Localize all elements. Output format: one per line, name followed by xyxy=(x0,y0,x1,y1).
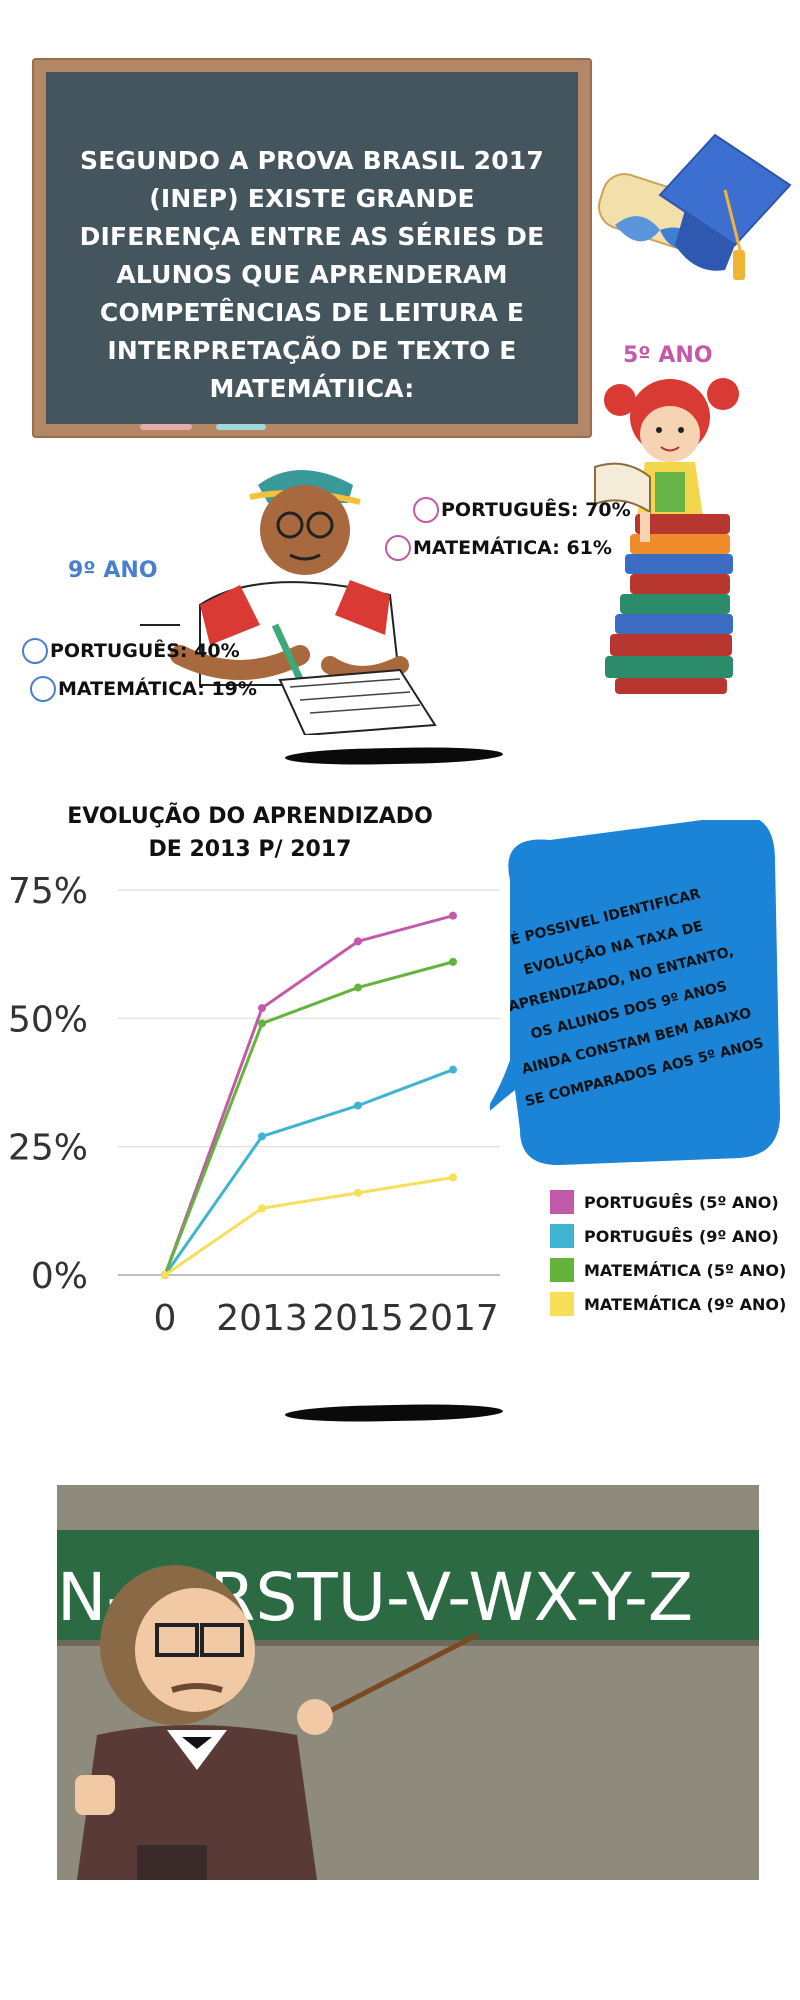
legend-item: MATEMÁTICA (5º ANO) xyxy=(550,1253,786,1287)
series-line xyxy=(163,1068,454,1276)
grade5-matematica-stat: MATEMÁTICA: 61% xyxy=(385,535,612,561)
legend-label: MATEMÁTICA (5º ANO) xyxy=(584,1260,787,1280)
grade9-matematica-stat: MATEMÁTICA: 19% xyxy=(30,676,257,702)
legend-swatch xyxy=(550,1258,574,1282)
legend-label: PORTUGUÊS (9º ANO) xyxy=(584,1226,779,1246)
grade5-portugues-stat: PORTUGUÊS: 70% xyxy=(413,497,631,523)
grade9-matematica-text: MATEMÁTICA: 19% xyxy=(58,678,257,700)
x-tick-label: 2017 xyxy=(407,1298,499,1339)
circle-icon xyxy=(22,638,48,664)
legend-swatch xyxy=(550,1292,574,1316)
data-point xyxy=(354,937,362,946)
student-writing-icon xyxy=(140,470,437,735)
series-line xyxy=(163,914,454,1276)
data-point xyxy=(258,1019,266,1028)
legend-item: PORTUGUÊS (9º ANO) xyxy=(550,1219,786,1253)
data-point xyxy=(449,1173,457,1182)
speech-bubble xyxy=(490,820,781,1166)
teacher-cartoon-icon: N-O-RSTU-V-WX-Y-Z xyxy=(57,1485,759,1880)
cyan-chalk xyxy=(216,424,266,430)
y-tick-label: 50% xyxy=(8,999,88,1040)
data-point xyxy=(354,1188,362,1197)
data-point xyxy=(258,1204,266,1213)
chart-title: EVOLUÇÃO DO APRENDIZADO DE 2013 P/ 2017 xyxy=(67,804,433,862)
grade9-portugues-text: PORTUGUÊS: 40% xyxy=(50,640,240,662)
grade9-portugues-stat: PORTUGUÊS: 40% xyxy=(22,638,240,664)
brush-divider xyxy=(284,1403,504,1423)
legend-label: MATEMÁTICA (9º ANO) xyxy=(584,1294,787,1314)
y-tick-label: 75% xyxy=(8,871,88,912)
legend-item: MATEMÁTICA (9º ANO) xyxy=(550,1287,786,1321)
y-tick-label: 0% xyxy=(31,1256,88,1297)
legend-label: PORTUGUÊS (5º ANO) xyxy=(584,1192,779,1212)
series-line xyxy=(164,1175,454,1277)
chart-legend: PORTUGUÊS (5º ANO) PORTUGUÊS (9º ANO) MATE… xyxy=(550,1185,786,1321)
brush-divider xyxy=(284,746,504,766)
x-tick-label: 2013 xyxy=(216,1298,308,1339)
x-tick-label: 2015 xyxy=(312,1298,404,1339)
data-point xyxy=(258,1004,266,1013)
data-point xyxy=(449,1065,457,1074)
data-point xyxy=(354,983,362,992)
legend-item: PORTUGUÊS (5º ANO) xyxy=(550,1185,786,1219)
grade5-matematica-text: MATEMÁTICA: 61% xyxy=(413,537,612,559)
circle-icon xyxy=(413,497,439,523)
chalkboard-title: SEGUNDO A PROVA BRASIL 2017 (INEP) EXIST… xyxy=(79,146,545,403)
circle-icon xyxy=(30,676,56,702)
legend-swatch xyxy=(550,1190,574,1214)
data-point xyxy=(449,957,457,966)
grade5-label: 5º ANO xyxy=(623,343,713,368)
data-point xyxy=(161,1271,169,1279)
circle-icon xyxy=(385,535,411,561)
data-point xyxy=(258,1132,266,1141)
x-tick-label: 0 xyxy=(154,1298,177,1339)
legend-swatch xyxy=(550,1224,574,1248)
y-tick-label: 25% xyxy=(8,1128,88,1169)
girl-on-books-icon xyxy=(594,378,739,694)
line-chart: 0% 25% 50% 75% 0 2013 2015 2017 xyxy=(8,871,500,1339)
data-point xyxy=(354,1101,362,1110)
series-line xyxy=(163,960,454,1276)
graduation-cap-icon xyxy=(598,133,792,280)
pink-chalk xyxy=(140,424,192,430)
chalkboard: SEGUNDO A PROVA BRASIL 2017 (INEP) EXIST… xyxy=(32,58,592,438)
grade5-portugues-text: PORTUGUÊS: 70% xyxy=(441,499,631,521)
data-point xyxy=(449,911,457,920)
grade9-label: 9º ANO xyxy=(68,558,158,583)
chalkboard-surface: SEGUNDO A PROVA BRASIL 2017 (INEP) EXIST… xyxy=(46,72,578,430)
teacher-scene: N-O-RSTU-V-WX-Y-Z xyxy=(57,1485,759,1880)
